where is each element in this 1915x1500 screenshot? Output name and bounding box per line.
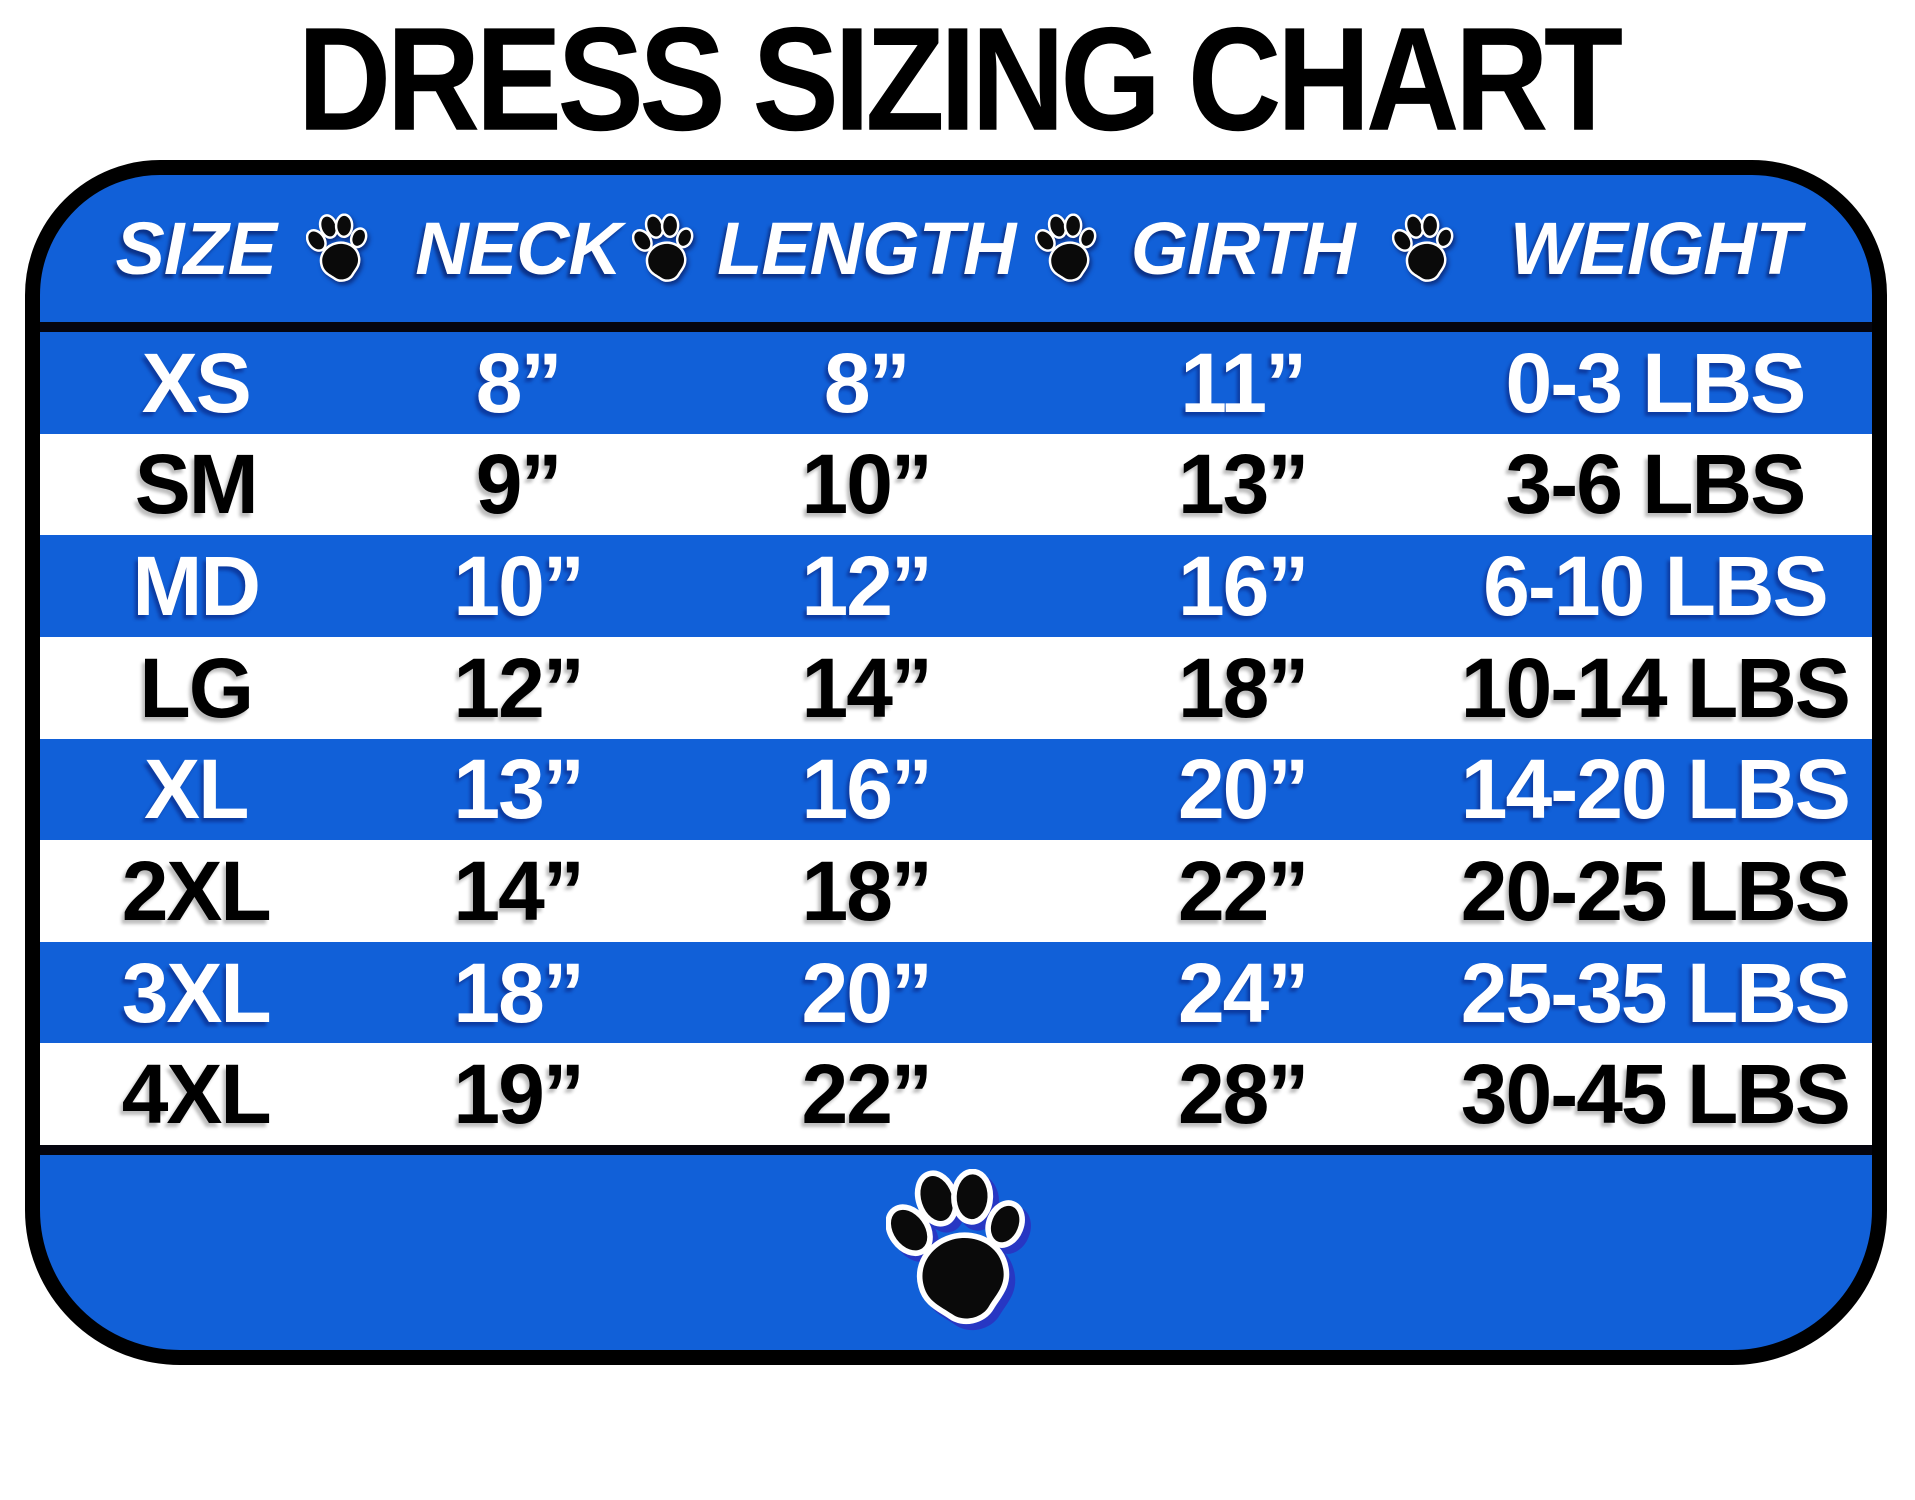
- table-row-xl: XL 13” 16” 20” 14-20 LBS: [40, 738, 1872, 841]
- table-row-lg: LG 12” 14” 18” 10-14 LBS: [40, 636, 1872, 739]
- title-area: DRESS SIZING CHART: [0, 0, 1915, 162]
- table-row-md: MD 10” 12” 16” 6-10 LBS: [40, 535, 1872, 637]
- header-divider: [40, 322, 1872, 332]
- sizing-chart-board: SIZE NECK LENGTH GIRTH WEIGHT XS 8” 8” 1…: [25, 160, 1887, 1365]
- table-row-2xl: 2XL 14” 18” 22” 20-25 LBS: [40, 840, 1872, 942]
- table-row-4xl: 4XL 19” 22” 28” 30-45 LBS: [40, 1043, 1872, 1145]
- chart-body: XS 8” 8” 11” 0-3 LBS SM 9” 10” 13” 3-6 L…: [40, 332, 1872, 1145]
- neck-cell: 10”: [453, 539, 584, 634]
- size-cell: MD: [132, 539, 261, 634]
- size-cell: 4XL: [121, 1047, 272, 1142]
- length-cell: 18”: [801, 843, 933, 938]
- girth-cell: 13”: [1177, 437, 1309, 532]
- weight-cell: 14-20 LBS: [1460, 742, 1851, 837]
- neck-cell: 19”: [453, 1047, 584, 1142]
- girth-cell: 11”: [1180, 335, 1307, 430]
- chart-footer: [40, 1155, 1872, 1350]
- column-header-length: LENGTH: [717, 207, 1016, 290]
- weight-cell: 3-6 LBS: [1505, 437, 1807, 532]
- chart-header-row: SIZE NECK LENGTH GIRTH WEIGHT: [40, 175, 1872, 322]
- page-title: DRESS SIZING CHART: [297, 0, 1623, 162]
- neck-cell: 13”: [453, 742, 584, 837]
- neck-cell: 18”: [453, 945, 584, 1040]
- paw-icon: [1392, 213, 1454, 284]
- neck-cell: 12”: [453, 640, 584, 735]
- column-header-girth: GIRTH: [1130, 207, 1356, 290]
- size-cell: SM: [134, 437, 259, 532]
- column-header-weight: WEIGHT: [1509, 207, 1801, 290]
- length-cell: 8”: [823, 335, 911, 430]
- neck-cell: 9”: [475, 437, 563, 532]
- size-cell: XL: [144, 742, 249, 837]
- footer-divider: [40, 1145, 1872, 1155]
- girth-cell: 22”: [1177, 843, 1309, 938]
- neck-cell: 14”: [453, 843, 584, 938]
- table-row-sm: SM 9” 10” 13” 3-6 LBS: [40, 433, 1872, 536]
- paw-icon: [886, 1169, 1026, 1330]
- size-cell: 2XL: [121, 843, 272, 938]
- girth-cell: 20”: [1177, 742, 1309, 837]
- length-cell: 20”: [801, 945, 933, 1040]
- neck-cell: 8”: [475, 335, 563, 430]
- length-cell: 10”: [801, 437, 933, 532]
- girth-cell: 28”: [1177, 1047, 1309, 1142]
- length-cell: 12”: [801, 539, 933, 634]
- paw-icon: [632, 213, 694, 284]
- weight-cell: 20-25 LBS: [1460, 843, 1851, 938]
- size-cell: XS: [141, 335, 252, 430]
- size-cell: LG: [139, 640, 254, 735]
- size-cell: 3XL: [121, 945, 272, 1040]
- table-row-3xl: 3XL 18” 20” 24” 25-35 LBS: [40, 941, 1872, 1044]
- weight-cell: 6-10 LBS: [1483, 539, 1828, 634]
- girth-cell: 16”: [1177, 539, 1309, 634]
- length-cell: 16”: [801, 742, 933, 837]
- length-cell: 22”: [801, 1047, 933, 1142]
- girth-cell: 18”: [1177, 640, 1309, 735]
- weight-cell: 10-14 LBS: [1460, 640, 1851, 735]
- table-row-xs: XS 8” 8” 11” 0-3 LBS: [40, 332, 1872, 434]
- weight-cell: 25-35 LBS: [1460, 945, 1851, 1040]
- girth-cell: 24”: [1177, 945, 1309, 1040]
- column-header-size: SIZE: [115, 207, 276, 290]
- paw-icon: [306, 213, 368, 284]
- column-header-neck: NECK: [415, 207, 622, 290]
- length-cell: 14”: [801, 640, 933, 735]
- weight-cell: 30-45 LBS: [1460, 1047, 1851, 1142]
- paw-icon: [1035, 213, 1097, 284]
- weight-cell: 0-3 LBS: [1505, 335, 1807, 430]
